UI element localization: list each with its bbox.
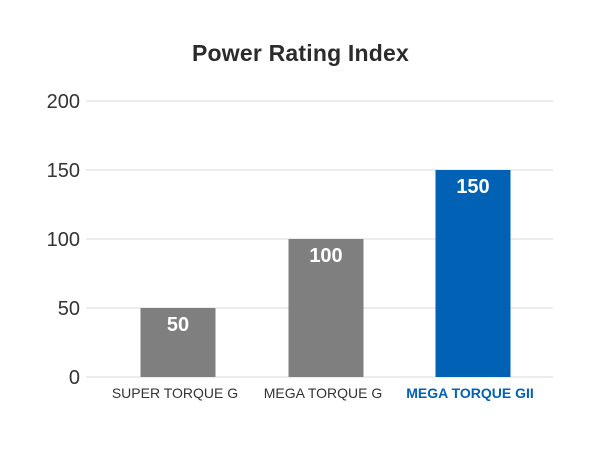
x-tick-label: MEGA TORQUE GII xyxy=(406,385,534,401)
x-tick-label: SUPER TORQUE G xyxy=(112,385,238,401)
y-tick-label: 200 xyxy=(47,91,80,113)
bar xyxy=(288,239,364,377)
data-label: 150 xyxy=(456,176,489,198)
x-tick-label: MEGA TORQUE G xyxy=(264,385,383,401)
y-tick-label: 50 xyxy=(58,298,80,320)
y-tick-label: 100 xyxy=(47,229,80,251)
data-label: 100 xyxy=(309,245,342,267)
data-label: 50 xyxy=(167,314,189,336)
y-tick-label: 0 xyxy=(69,367,80,389)
y-tick-label: 150 xyxy=(47,160,80,182)
bar xyxy=(140,308,216,377)
chart-title: Power Rating Index xyxy=(191,40,410,66)
bar xyxy=(435,170,511,377)
